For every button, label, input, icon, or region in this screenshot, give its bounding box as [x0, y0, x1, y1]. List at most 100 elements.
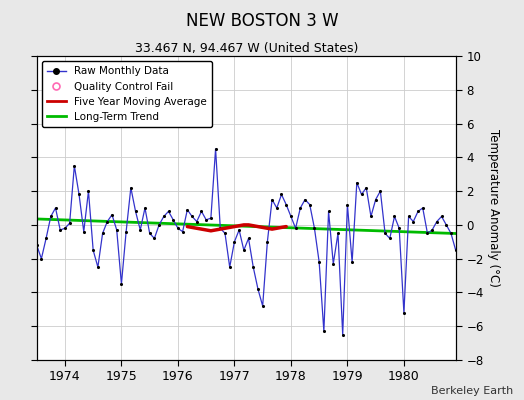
Point: [202, 217, 210, 223]
Point: [14, 184, 22, 191]
Point: [66, 220, 74, 226]
Point: [150, 235, 159, 242]
Point: [447, 230, 455, 236]
Point: [405, 213, 413, 220]
Point: [423, 230, 432, 236]
Point: [503, 205, 511, 211]
Point: [376, 188, 385, 194]
Point: [216, 225, 224, 232]
Point: [47, 213, 55, 220]
Point: [428, 227, 436, 233]
Point: [108, 212, 116, 218]
Y-axis label: Temperature Anomaly (°C): Temperature Anomaly (°C): [487, 129, 500, 287]
Point: [296, 205, 304, 211]
Point: [70, 162, 79, 169]
Point: [28, 208, 36, 214]
Point: [301, 196, 309, 203]
Point: [494, 213, 503, 220]
Point: [188, 213, 196, 220]
Point: [103, 218, 112, 225]
Point: [169, 217, 178, 223]
Point: [466, 208, 474, 214]
Point: [343, 202, 352, 208]
Point: [291, 225, 300, 232]
Point: [282, 202, 290, 208]
Point: [94, 264, 102, 270]
Point: [471, 213, 479, 220]
Point: [249, 264, 257, 270]
Point: [277, 191, 286, 198]
Point: [390, 213, 399, 220]
Point: [146, 230, 154, 236]
Point: [179, 228, 187, 235]
Point: [165, 208, 173, 214]
Point: [461, 213, 470, 220]
Point: [305, 202, 314, 208]
Point: [211, 146, 220, 152]
Point: [75, 191, 83, 198]
Point: [475, 218, 484, 225]
Point: [362, 184, 370, 191]
Point: [37, 256, 46, 262]
Point: [18, 217, 27, 223]
Point: [324, 208, 333, 214]
Point: [221, 230, 229, 236]
Point: [381, 230, 389, 236]
Point: [329, 260, 337, 267]
Point: [51, 205, 60, 211]
Point: [113, 227, 121, 233]
Point: [489, 208, 498, 214]
Point: [263, 238, 271, 245]
Point: [197, 208, 205, 214]
Point: [372, 196, 380, 203]
Point: [419, 205, 427, 211]
Point: [192, 218, 201, 225]
Point: [409, 218, 418, 225]
Point: [254, 286, 262, 292]
Point: [230, 238, 238, 245]
Point: [244, 235, 253, 242]
Legend: Raw Monthly Data, Quality Control Fail, Five Year Moving Average, Long-Term Tren: Raw Monthly Data, Quality Control Fail, …: [42, 61, 212, 127]
Point: [452, 247, 460, 254]
Point: [258, 303, 267, 309]
Point: [122, 228, 130, 235]
Point: [268, 196, 276, 203]
Point: [155, 222, 163, 228]
Point: [353, 180, 361, 186]
Point: [438, 213, 446, 220]
Text: Berkeley Earth: Berkeley Earth: [431, 386, 514, 396]
Point: [485, 230, 493, 236]
Point: [386, 235, 394, 242]
Point: [89, 247, 97, 254]
Point: [23, 230, 31, 236]
Point: [117, 281, 126, 287]
Point: [367, 213, 375, 220]
Point: [315, 259, 323, 265]
Point: [480, 225, 488, 232]
Text: NEW BOSTON 3 W: NEW BOSTON 3 W: [185, 12, 339, 30]
Point: [127, 184, 135, 191]
Point: [442, 222, 451, 228]
Point: [339, 332, 347, 338]
Point: [42, 235, 50, 242]
Point: [206, 215, 215, 221]
Point: [56, 227, 64, 233]
Point: [225, 264, 234, 270]
Point: [433, 218, 441, 225]
Point: [174, 225, 182, 232]
Point: [84, 188, 93, 194]
Point: [80, 228, 88, 235]
Point: [132, 208, 140, 214]
Point: [357, 191, 366, 198]
Title: 33.467 N, 94.467 W (United States): 33.467 N, 94.467 W (United States): [135, 42, 358, 55]
Point: [287, 213, 295, 220]
Point: [498, 218, 507, 225]
Point: [414, 208, 422, 214]
Point: [395, 225, 403, 232]
Point: [239, 247, 248, 254]
Point: [400, 310, 408, 316]
Point: [160, 213, 168, 220]
Point: [99, 230, 107, 236]
Point: [235, 227, 243, 233]
Point: [310, 225, 319, 232]
